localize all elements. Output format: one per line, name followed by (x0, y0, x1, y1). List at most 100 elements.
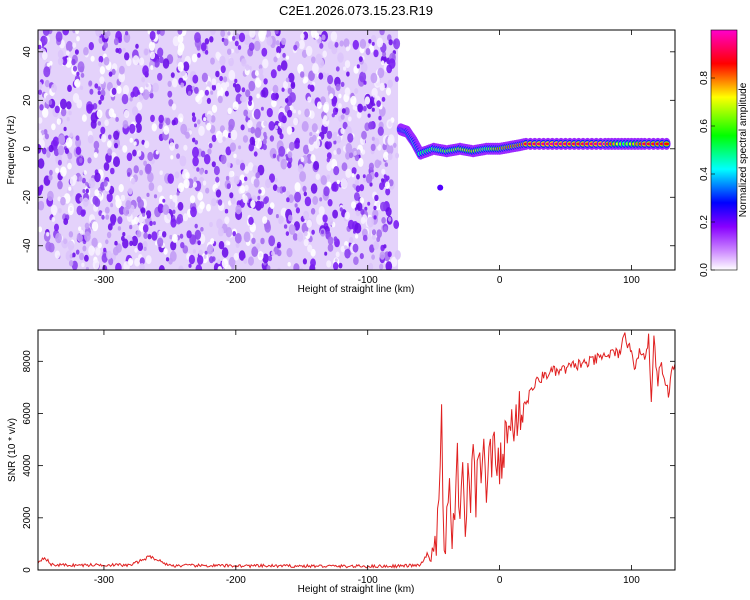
noise-speckle (46, 232, 50, 237)
noise-speckle (137, 150, 142, 157)
noise-speckle (51, 83, 57, 93)
noise-speckle (250, 200, 256, 209)
noise-speckle (165, 257, 170, 262)
noise-speckle (135, 43, 139, 49)
noise-speckle (310, 258, 316, 268)
noise-speckle (359, 184, 365, 192)
noise-speckle (239, 185, 246, 194)
noise-speckle (63, 126, 67, 132)
noise-speckle (277, 64, 282, 72)
noise-speckle (228, 69, 236, 81)
noise-speckle (167, 90, 173, 98)
noise-speckle (194, 86, 199, 94)
noise-speckle (388, 58, 396, 69)
noise-speckle (234, 78, 238, 84)
noise-speckle (308, 136, 314, 145)
noise-speckle (357, 157, 364, 167)
noise-speckle (192, 156, 199, 167)
y-tick-label: 0 (22, 146, 33, 152)
noise-speckle (171, 103, 177, 111)
noise-speckle (285, 231, 290, 237)
noise-speckle (370, 143, 376, 152)
y-tick-label: 6000 (22, 402, 33, 425)
noise-speckle (115, 198, 122, 209)
noise-speckle (286, 247, 293, 258)
noise-speckle (222, 129, 229, 139)
noise-speckle (88, 42, 95, 51)
noise-speckle (395, 152, 399, 159)
x-tick-label: -200 (226, 575, 246, 586)
noise-speckle (385, 188, 391, 196)
noise-speckle (269, 202, 275, 210)
noise-speckle (206, 122, 212, 131)
noise-speckle (273, 246, 279, 255)
noise-speckle (42, 30, 50, 36)
noise-speckle (217, 266, 222, 270)
noise-speckle (243, 34, 251, 46)
noise-speckle (199, 168, 204, 175)
noise-speckle (301, 155, 308, 164)
noise-speckle (51, 123, 56, 131)
noise-speckle (322, 50, 328, 58)
noise-speckle (353, 150, 358, 157)
noise-speckle (326, 174, 331, 180)
noise-speckle (255, 171, 260, 179)
noise-speckle (142, 65, 149, 76)
noise-speckle (143, 232, 148, 239)
noise-speckle (293, 109, 296, 114)
noise-speckle (92, 259, 100, 270)
noise-speckle (81, 114, 87, 122)
noise-speckle (68, 260, 74, 267)
noise-speckle (319, 197, 323, 202)
noise-speckle (253, 151, 258, 157)
x-tick-label: 0 (497, 575, 503, 586)
x-tick-label: 100 (623, 275, 640, 286)
noise-speckle (381, 168, 386, 175)
noise-speckle (293, 263, 300, 270)
noise-speckle (117, 216, 123, 225)
noise-speckle (142, 241, 148, 249)
noise-speckle (263, 197, 268, 205)
noise-speckle (57, 145, 65, 156)
noise-speckle (75, 146, 82, 155)
noise-speckle (113, 246, 119, 256)
noise-speckle (206, 97, 211, 104)
noise-speckle (238, 145, 242, 150)
noise-speckle (136, 101, 143, 111)
noise-speckle (123, 32, 131, 43)
noise-speckle (68, 231, 74, 238)
noise-speckle (180, 82, 185, 88)
noise-speckle (351, 167, 357, 175)
noise-speckle (127, 172, 131, 177)
noise-speckle (224, 208, 229, 214)
noise-speckle (306, 219, 312, 228)
noise-speckle (193, 176, 198, 182)
noise-speckle (282, 52, 286, 58)
noise-speckle (170, 240, 177, 251)
snr-background (38, 330, 675, 570)
noise-speckle (85, 181, 89, 186)
noise-speckle (143, 246, 147, 251)
noise-speckle (84, 254, 89, 262)
noise-speckle (72, 30, 76, 34)
noise-speckle (104, 206, 110, 214)
noise-speckle (158, 195, 166, 206)
noise-speckle (142, 89, 150, 100)
noise-speckle (213, 165, 220, 176)
noise-speckle (394, 76, 399, 82)
noise-speckle (103, 180, 108, 187)
noise-speckle (113, 37, 119, 46)
noise-speckle (162, 204, 170, 216)
noise-speckle (192, 146, 199, 158)
noise-speckle (225, 227, 233, 238)
noise-speckle (245, 64, 250, 71)
noise-speckle (242, 195, 248, 204)
noise-speckle (270, 92, 276, 101)
noise-speckle (225, 175, 230, 181)
noise-speckle (356, 202, 363, 212)
noise-speckle (245, 89, 251, 98)
spectrogram-frame (37, 29, 676, 271)
noise-speckle (305, 45, 313, 57)
noise-speckle (57, 49, 64, 59)
noise-speckle (150, 65, 154, 70)
